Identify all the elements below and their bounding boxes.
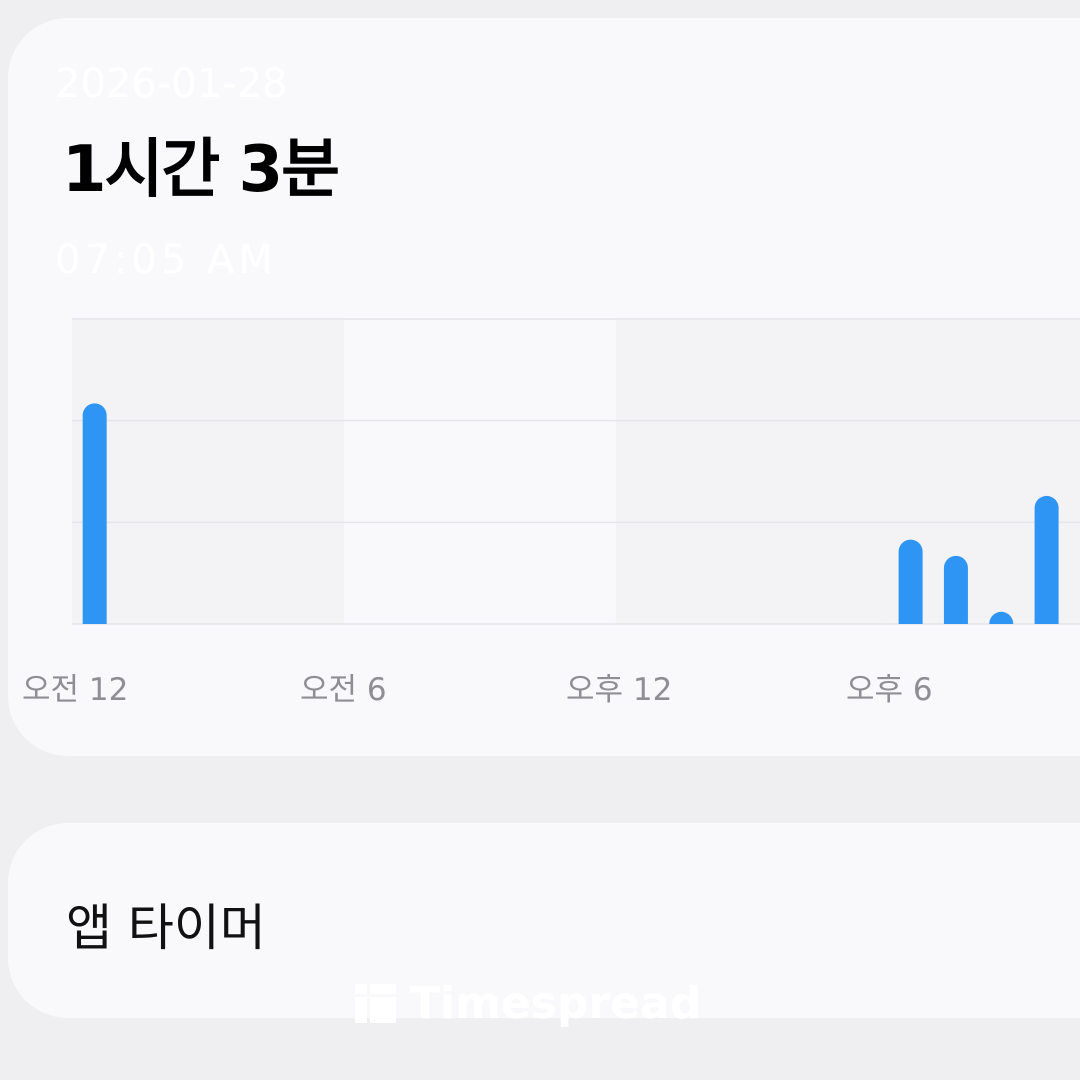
app-timer-card[interactable] [8, 823, 1080, 1018]
overlay-date: 2026-01-28 [55, 61, 288, 107]
x-tick-label: 오전 6 [300, 672, 387, 708]
hourly-usage-chart [72, 318, 1080, 625]
overlay-time: 07:05 AM [55, 237, 277, 283]
usage-bar [989, 611, 1014, 624]
chart-band [615, 319, 888, 624]
watermark: Timespread [355, 978, 701, 1029]
usage-bar [943, 555, 968, 624]
watermark-logo-icon [355, 984, 396, 1023]
total-usage: 1시간 3분 [62, 133, 340, 207]
chart-band [72, 319, 344, 624]
usage-bar [898, 539, 923, 624]
x-tick-label: 오전 12 [22, 672, 129, 708]
x-tick-label: 오후 12 [566, 672, 673, 708]
app-timer-title: 앱 타이머 [66, 899, 266, 957]
usage-bar [1034, 495, 1059, 624]
watermark-text: Timespread [410, 978, 702, 1029]
x-tick-label: 오후 6 [846, 672, 933, 708]
usage-bar [82, 403, 107, 624]
